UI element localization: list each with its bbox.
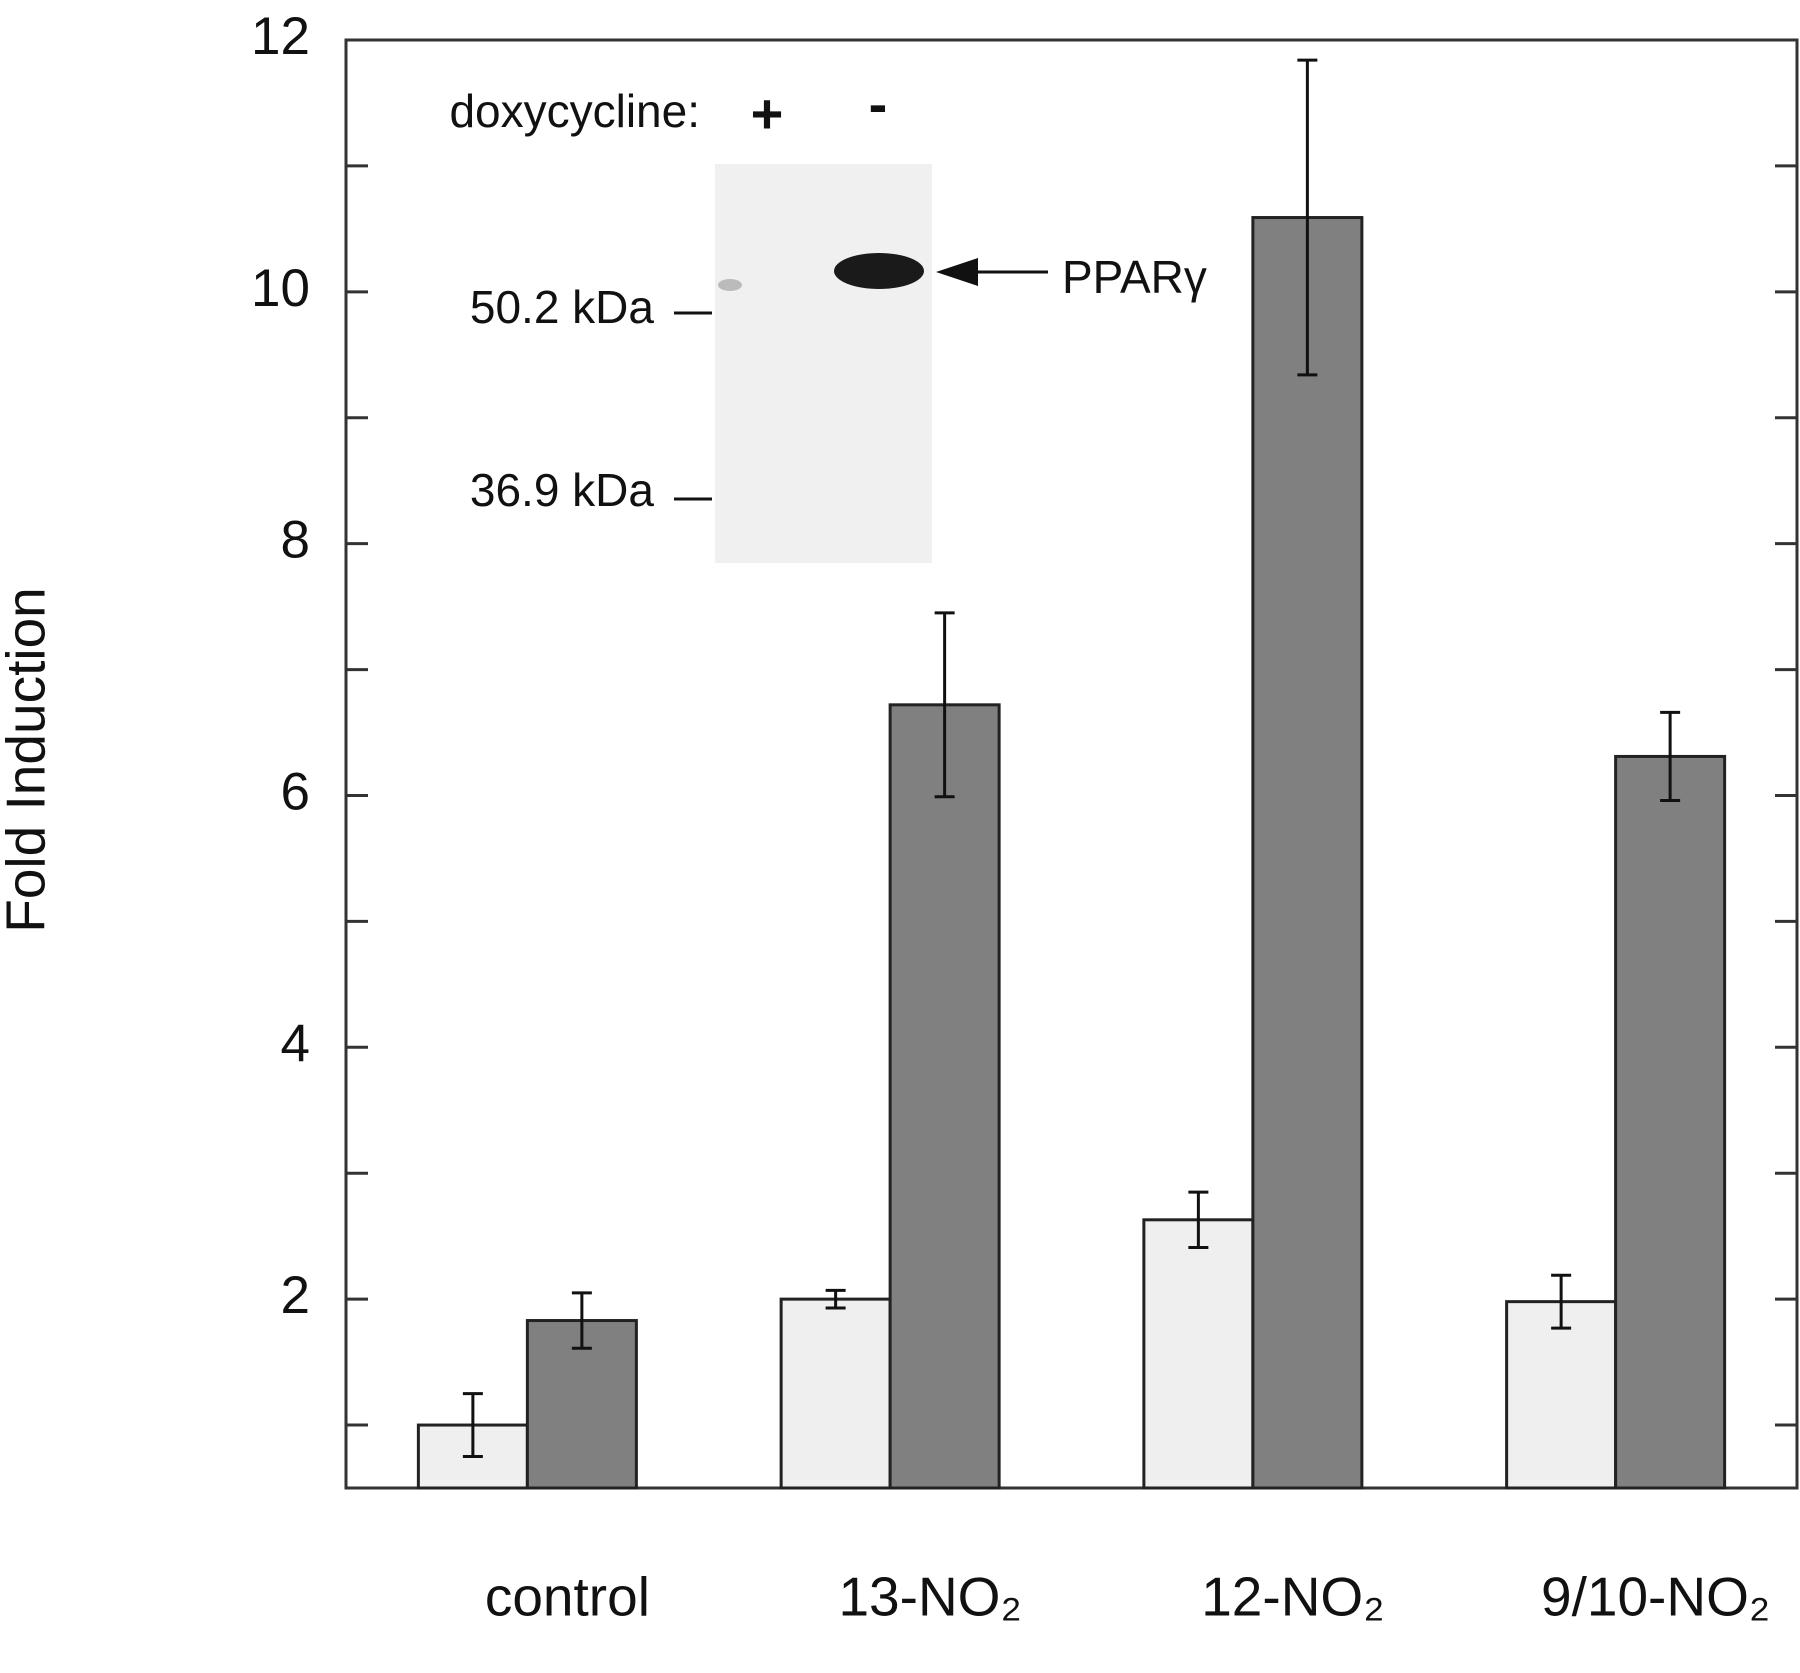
- marker-label: 36.9 kDa: [470, 464, 655, 516]
- error-bar: [1551, 1273, 1572, 1330]
- blot-band: [718, 279, 742, 291]
- bar: [1251, 216, 1364, 1490]
- y-tick-label: 10: [251, 259, 310, 318]
- x-tick-label: 12-NO₂: [1201, 1566, 1384, 1628]
- bar: [888, 703, 1001, 1490]
- x-tick-label: 13-NO₂: [838, 1566, 1021, 1628]
- blot-band: [834, 253, 924, 289]
- error-bar: [1297, 58, 1318, 377]
- error-bar: [462, 1392, 483, 1459]
- blot: [715, 164, 932, 563]
- marker-label: 50.2 kDa: [470, 281, 655, 333]
- arrow-head: [936, 258, 978, 286]
- error-bar: [934, 611, 955, 799]
- bar: [779, 1297, 892, 1490]
- y-tick-label: 4: [281, 1014, 310, 1073]
- bar: [1614, 754, 1727, 1490]
- y-axis-label: Fold Induction: [0, 587, 57, 933]
- lane-label: -: [869, 72, 888, 135]
- error-bar: [571, 1291, 592, 1350]
- y-tick-label: 12: [251, 7, 310, 66]
- y-tick-label: 8: [281, 511, 310, 570]
- x-tick-label: control: [485, 1566, 650, 1628]
- inset-label: doxycycline:: [449, 85, 700, 137]
- error-bar: [1188, 1190, 1209, 1250]
- inset: doxycycline: + - 50.2 kDa 36.9 kDa PPARγ: [449, 72, 1207, 563]
- x-tick-label: 9/10-NO₂: [1541, 1566, 1770, 1628]
- error-bar: [825, 1288, 846, 1310]
- bar: [1505, 1300, 1618, 1490]
- error-bar: [1660, 710, 1681, 803]
- plot-frame: [344, 38, 1799, 1490]
- lane-label: +: [751, 82, 784, 145]
- band-label: PPARγ: [1062, 251, 1207, 303]
- y-tick-label: 2: [281, 1266, 310, 1325]
- bar: [1142, 1218, 1255, 1490]
- y-tick-label: 6: [281, 762, 310, 821]
